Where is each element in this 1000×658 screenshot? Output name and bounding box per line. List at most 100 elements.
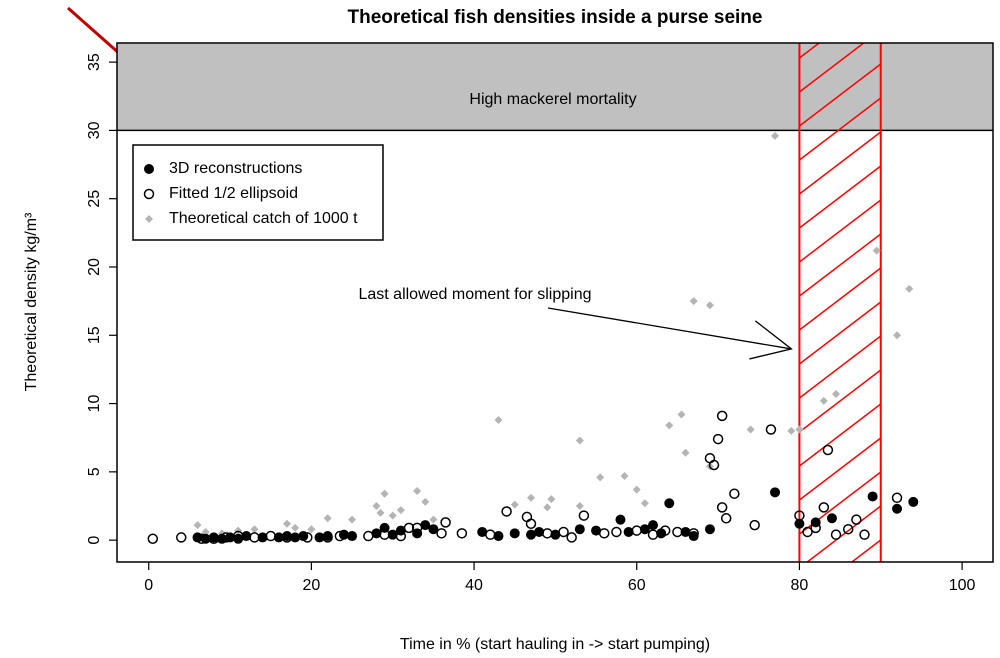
hatch-line (799, 131, 881, 195)
x-tick-label: 60 (628, 577, 646, 594)
y-tick-label: 20 (86, 258, 103, 276)
point (477, 526, 488, 537)
y-tick-label: 15 (86, 326, 103, 344)
point (525, 518, 537, 530)
point (396, 506, 405, 515)
point (872, 246, 881, 255)
point (578, 510, 590, 521)
point (429, 515, 438, 524)
hatch-line (799, 403, 881, 467)
point (615, 514, 626, 525)
point (648, 520, 659, 531)
point (395, 525, 406, 536)
point (596, 473, 605, 482)
point (493, 531, 504, 542)
point (338, 529, 349, 540)
x-axis-title: Time in % (start hauling in -> start pum… (400, 636, 710, 653)
point (830, 529, 842, 540)
annotation-arrowhead (749, 320, 793, 360)
point (307, 525, 316, 534)
point (550, 529, 561, 540)
point (770, 487, 781, 498)
point (208, 532, 219, 543)
point (729, 488, 740, 499)
legend-label: Theoretical catch of 1000 t (169, 210, 358, 227)
point (421, 497, 430, 506)
point (193, 521, 202, 530)
point (388, 511, 397, 520)
point (233, 533, 244, 544)
legend-label: Fitted 1/2 ellipsoid (169, 185, 298, 202)
point (787, 426, 796, 435)
y-tick-label: 10 (86, 395, 103, 413)
point (851, 514, 862, 525)
point (818, 502, 830, 513)
point (420, 520, 431, 531)
hatch-line (799, 369, 881, 433)
point (705, 301, 714, 310)
y-tick-label: 5 (86, 467, 103, 476)
point (547, 495, 556, 504)
point (566, 532, 577, 543)
point (147, 533, 159, 545)
x-tick-label: 80 (791, 577, 809, 594)
point (859, 529, 870, 540)
point (574, 524, 585, 535)
hatch-line (799, 0, 880, 24)
point (611, 526, 622, 538)
point (440, 517, 451, 528)
y-tick-label: 30 (86, 121, 103, 139)
point (412, 528, 423, 539)
point (908, 496, 919, 507)
hatch-line (799, 97, 881, 161)
point (620, 471, 629, 480)
legend-marker (143, 188, 155, 200)
point (363, 530, 374, 542)
point (298, 531, 309, 542)
legend-marker (144, 164, 154, 174)
point (527, 493, 536, 502)
point (819, 396, 828, 405)
point (795, 425, 804, 434)
point (826, 513, 837, 524)
point (387, 529, 398, 540)
point (867, 491, 878, 502)
hatch-line (799, 165, 881, 229)
hatch-line (799, 437, 881, 501)
point (632, 485, 641, 494)
point (372, 502, 381, 511)
point (290, 532, 301, 543)
annotation-arrow (547, 307, 792, 350)
point (485, 529, 496, 540)
point (201, 527, 210, 536)
point (716, 410, 728, 422)
point (689, 297, 698, 306)
point (647, 529, 659, 540)
point (640, 499, 649, 508)
point (822, 444, 834, 456)
point (428, 524, 439, 535)
point (265, 530, 276, 542)
point (273, 532, 284, 543)
point (716, 502, 728, 513)
point (322, 531, 333, 542)
point (543, 503, 552, 512)
point (771, 131, 780, 140)
point (371, 528, 382, 539)
point (494, 415, 503, 424)
hatch-line (799, 199, 881, 263)
point (677, 410, 686, 419)
point (810, 517, 821, 528)
point (347, 531, 358, 542)
point (664, 498, 675, 509)
legend-label: 3D reconstructions (169, 160, 302, 177)
point (575, 502, 584, 511)
point (598, 528, 610, 539)
point (891, 492, 903, 504)
point (802, 526, 813, 538)
point (225, 532, 236, 543)
point (509, 528, 520, 539)
point (832, 390, 841, 399)
